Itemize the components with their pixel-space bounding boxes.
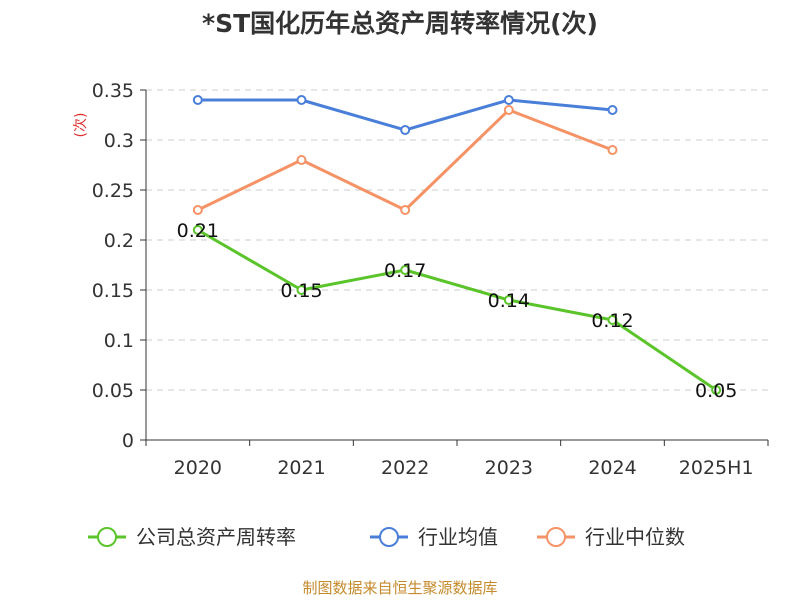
data-point xyxy=(503,295,514,305)
data-point xyxy=(192,205,203,215)
y-axis-unit-label: (次) xyxy=(73,113,89,138)
legend-marker xyxy=(546,527,566,547)
x-tick-label: 2022 xyxy=(381,457,429,479)
data-point xyxy=(503,105,514,115)
y-tick-label: 0.35 xyxy=(92,80,134,102)
data-point xyxy=(503,95,514,105)
legend-label: 公司总资产周转率 xyxy=(136,525,296,549)
chart-title: *ST国化历年总资产周转率情况(次) xyxy=(202,9,598,38)
data-point xyxy=(607,105,618,115)
data-point xyxy=(192,225,203,235)
legend-marker xyxy=(97,527,117,547)
grid-lines xyxy=(146,89,768,391)
legend: 公司总资产周转率 行业均值 行业中位数 xyxy=(88,525,685,549)
data-label: 0.12 xyxy=(591,310,633,332)
legend-label: 行业中位数 xyxy=(585,525,685,549)
data-point xyxy=(296,155,307,165)
data-label: 0.17 xyxy=(384,260,426,282)
x-tick-label: 2025H1 xyxy=(679,457,754,479)
y-tick-label: 0 xyxy=(122,430,134,452)
data-point xyxy=(296,95,307,105)
x-tick-label: 2021 xyxy=(277,457,325,479)
data-label: 0.15 xyxy=(280,280,322,302)
data-point xyxy=(192,95,203,105)
data-point xyxy=(711,385,722,395)
x-tick-label: 2023 xyxy=(485,457,533,479)
y-tick-label: 0.3 xyxy=(104,130,134,152)
data-labels: 0.21 0.15 0.17 0.14 0.12 0.05 xyxy=(177,220,738,402)
y-tick-label: 0.1 xyxy=(104,330,134,352)
axes: 0 0.05 0.1 0.15 0.2 0.25 0.3 0.35 2020 2021 2022 20… xyxy=(92,80,769,479)
data-point xyxy=(607,145,618,155)
data-point xyxy=(400,125,411,135)
legend-marker xyxy=(379,527,399,547)
data-label: 0.14 xyxy=(488,290,530,312)
x-tick-label: 2020 xyxy=(174,457,222,479)
data-point xyxy=(400,205,411,215)
y-tick-label: 0.2 xyxy=(104,230,134,252)
source-note: 制图数据来自恒生聚源数据库 xyxy=(302,579,498,597)
legend-label: 行业均值 xyxy=(418,525,498,549)
y-tick-label: 0.05 xyxy=(92,380,134,402)
x-tick-label: 2024 xyxy=(588,457,636,479)
series-line xyxy=(197,228,718,392)
y-tick-label: 0.15 xyxy=(92,280,134,302)
data-point xyxy=(296,285,307,295)
data-label: 0.05 xyxy=(695,380,737,402)
y-tick-label: 0.25 xyxy=(92,180,134,202)
data-label: 0.21 xyxy=(177,220,219,242)
series-lines xyxy=(192,95,722,395)
data-point xyxy=(400,265,411,275)
data-point xyxy=(607,315,618,325)
